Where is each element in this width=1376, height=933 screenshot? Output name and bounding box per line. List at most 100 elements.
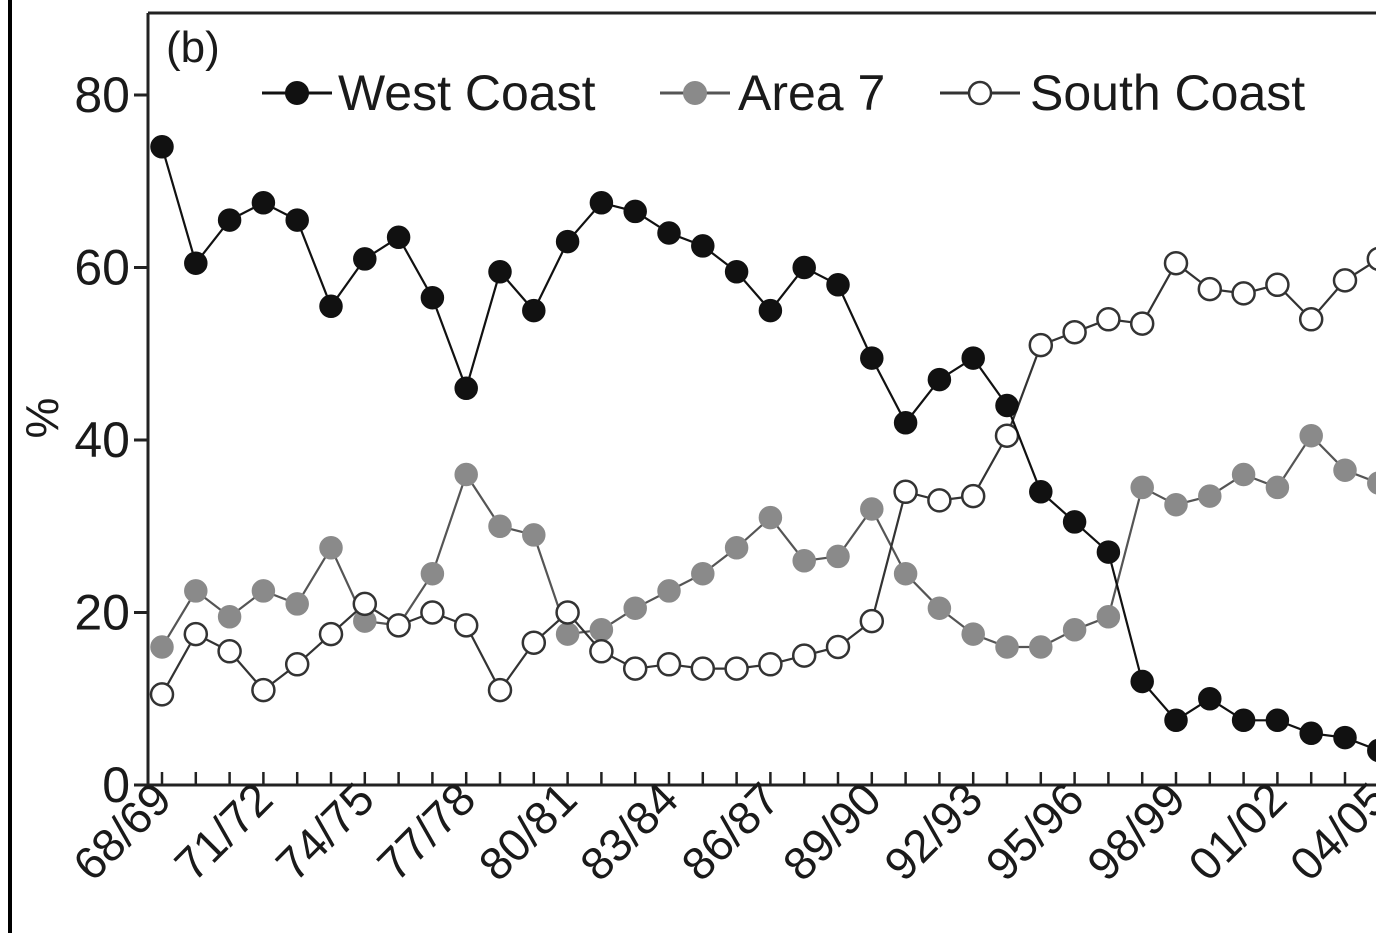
data-point-south-coast: [1028, 332, 1054, 358]
data-point-west-coast: [522, 298, 546, 323]
x-tick-label: 01/02: [1178, 772, 1296, 890]
data-point-west-coast: [1198, 687, 1222, 711]
data-point-area-7: [826, 544, 850, 569]
data-point-area-7: [1367, 471, 1376, 495]
data-point-area-7: [1130, 475, 1154, 500]
data-point-area-7: [657, 579, 681, 603]
y-tick-label: 60: [74, 240, 130, 296]
data-point-south-coast: [1298, 307, 1324, 332]
data-point-west-coast: [251, 191, 276, 215]
data-point-south-coast: [217, 639, 242, 664]
legend-marker-area-7: [683, 81, 707, 105]
y-tick-label: 0: [102, 757, 130, 813]
legend-item-area-7: Area 7: [660, 65, 885, 121]
x-tick-label: 74/75: [266, 772, 384, 890]
panel-label: (b): [166, 23, 220, 72]
axes: [146, 11, 1376, 787]
data-point-west-coast: [420, 285, 445, 310]
data-point-south-coast: [1096, 307, 1121, 332]
data-point-area-7: [995, 635, 1019, 659]
data-point-west-coast: [826, 273, 850, 297]
data-point-west-coast: [995, 393, 1019, 418]
data-point-west-coast: [1130, 669, 1154, 694]
data-point-area-7: [927, 596, 952, 620]
legend-label-west-coast: West Coast: [338, 65, 596, 121]
data-point-west-coast: [758, 298, 783, 323]
data-point-west-coast: [724, 260, 749, 284]
data-point-area-7: [454, 462, 478, 487]
legend: West Coast Area 7 South Coast: [262, 65, 1305, 121]
series-line-south-coast: [161, 259, 1376, 695]
data-point-area-7: [251, 579, 276, 603]
data-point-south-coast: [487, 677, 513, 703]
data-point-south-coast: [318, 621, 344, 647]
y-tick-label: 40: [74, 412, 130, 468]
data-point-area-7: [1062, 618, 1087, 642]
data-point-south-coast: [1366, 246, 1376, 271]
data-point-area-7: [1231, 462, 1256, 487]
data-point-west-coast: [353, 247, 377, 271]
data-point-south-coast: [1197, 276, 1223, 302]
data-point-west-coast: [319, 294, 343, 319]
data-point-south-coast: [149, 682, 175, 707]
data-point-area-7: [285, 592, 309, 616]
data-point-south-coast: [724, 656, 749, 681]
x-tick-label: 95/96: [975, 772, 1093, 890]
data-point-west-coast: [386, 225, 411, 250]
data-point-west-coast: [1029, 480, 1053, 504]
data-point-south-coast: [521, 630, 547, 655]
data-point-west-coast: [1062, 510, 1087, 534]
x-tick-label: 71/72: [164, 772, 282, 890]
data-point-west-coast: [488, 260, 512, 284]
data-point-west-coast: [860, 346, 884, 370]
data-point-south-coast: [927, 488, 952, 513]
data-point-area-7: [1164, 492, 1188, 517]
data-point-west-coast: [589, 191, 614, 215]
data-point-west-coast: [150, 135, 174, 159]
data-point-west-coast: [1231, 708, 1256, 733]
data-point-area-7: [860, 497, 884, 521]
x-tick-label: 77/78: [367, 772, 485, 890]
data-point-south-coast: [1129, 311, 1155, 336]
data-point-south-coast: [859, 608, 885, 634]
x-tick-label: 86/87: [671, 772, 789, 890]
x-tick-label: 98/99: [1077, 772, 1195, 890]
data-point-south-coast: [622, 656, 648, 681]
data-point-south-coast: [386, 613, 411, 638]
data-point-west-coast: [1096, 540, 1121, 564]
data-point-south-coast: [251, 677, 276, 703]
data-point-west-coast: [691, 234, 715, 258]
data-point-area-7: [184, 579, 208, 603]
data-point-south-coast: [893, 479, 918, 505]
data-point-area-7: [319, 536, 343, 560]
data-point-area-7: [589, 618, 614, 642]
data-point-south-coast: [284, 652, 310, 677]
data-point-area-7: [758, 505, 783, 530]
data-point-south-coast: [420, 600, 445, 625]
x-tick-label: 92/93: [874, 772, 992, 890]
data-point-area-7: [1333, 458, 1357, 482]
data-point-area-7: [792, 549, 816, 573]
series-west-coast: [150, 135, 1376, 762]
data-point-west-coast: [555, 229, 580, 254]
data-point-south-coast: [791, 643, 817, 668]
y-tick-label: 20: [74, 585, 130, 641]
data-point-west-coast: [1299, 721, 1323, 746]
data-point-area-7: [150, 635, 174, 659]
series-south-coast: [149, 246, 1376, 707]
data-point-area-7: [522, 523, 546, 547]
data-point-south-coast: [1062, 319, 1087, 345]
series-layer: [149, 135, 1376, 762]
data-point-west-coast: [1367, 739, 1376, 762]
data-point-west-coast: [1164, 708, 1188, 733]
y-ticks: 0 20 40 60 80: [74, 67, 148, 813]
data-point-south-coast: [555, 600, 580, 625]
x-tick-label: 80/81: [468, 772, 586, 890]
data-point-south-coast: [1265, 272, 1290, 298]
data-point-area-7: [488, 514, 512, 539]
data-point-area-7: [623, 596, 647, 620]
data-point-west-coast: [1265, 708, 1290, 733]
data-point-west-coast: [285, 208, 309, 232]
data-point-west-coast: [1333, 725, 1357, 750]
